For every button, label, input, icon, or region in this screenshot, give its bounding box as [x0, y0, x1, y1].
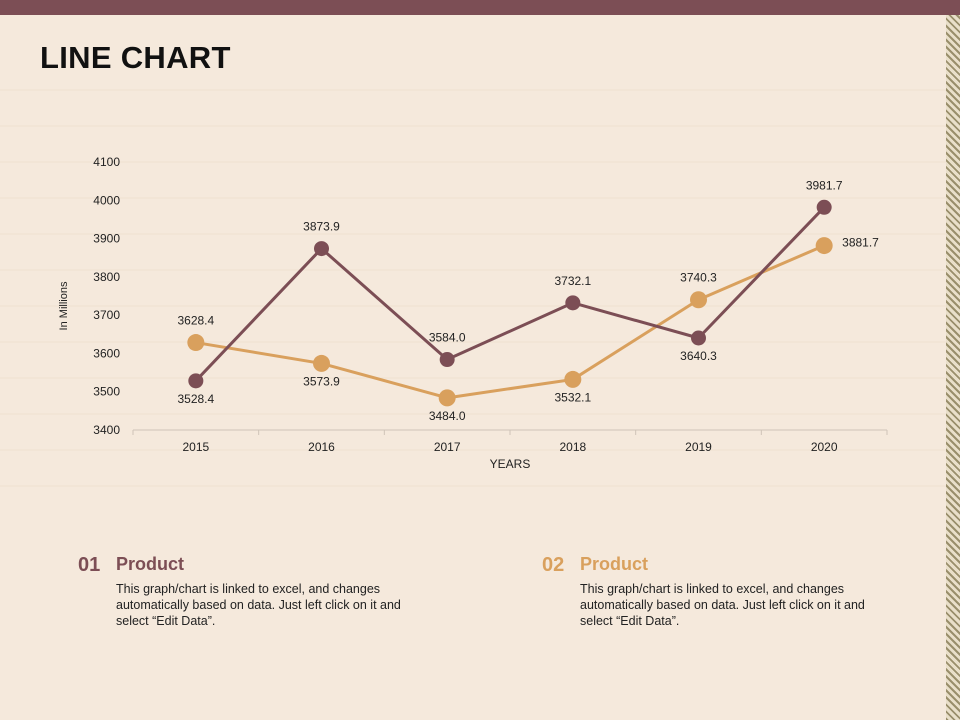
x-tick-label: 2016 [308, 440, 335, 454]
series-1-data-label: 3981.7 [806, 178, 843, 192]
y-tick-label: 3700 [93, 308, 120, 322]
series-2-data-label: 3532.1 [554, 390, 591, 404]
series-2-point [438, 389, 456, 407]
info-number: 01 [78, 554, 101, 576]
series-2-point [187, 334, 205, 352]
y-tick-label: 4000 [93, 193, 120, 207]
x-tick-label: 2017 [434, 440, 461, 454]
x-tick-label: 2018 [559, 440, 586, 454]
y-tick-label: 3600 [93, 346, 120, 360]
series-2-point [313, 354, 330, 372]
y-tick-label: 3900 [93, 232, 120, 246]
x-axis-title: YEARS [490, 457, 531, 471]
info-description: This graph/chart is linked to excel, and… [116, 582, 401, 628]
line-chart[interactable]: 3400 3500 3600 3700 3800 3900 4000 4100 2015 2016… [0, 0, 946, 520]
series-1-point [314, 241, 329, 257]
series-2-data-label: 3881.7 [842, 236, 879, 250]
series-1-point [691, 330, 706, 346]
series-2-point [564, 370, 582, 388]
series-2-data-label: 3628.4 [177, 314, 214, 328]
series-2-point [690, 291, 707, 309]
series-1-line [194, 206, 826, 382]
y-tick-label: 4100 [93, 155, 120, 169]
series-1-point [439, 352, 455, 368]
y-axis-title: In Millions [58, 281, 70, 330]
y-tick-label: 3500 [93, 385, 120, 399]
slide-title: LINE CHART [40, 40, 231, 75]
series-1-data-label: 3873.9 [303, 220, 340, 234]
info-title: Product [580, 554, 649, 574]
series-1-data-label: 3584.0 [429, 331, 466, 345]
info-title: Product [116, 554, 185, 574]
x-tick-label: 2015 [182, 440, 209, 454]
x-tick-label: 2020 [811, 440, 838, 454]
series-2-line [195, 244, 825, 400]
series-1-data-label: 3528.4 [177, 392, 214, 406]
series-1-data-label: 3732.1 [554, 274, 591, 288]
series-1-point [188, 373, 204, 389]
series-1-point [816, 199, 832, 215]
right-pattern-stripe [946, 15, 960, 720]
series-2-data-label: 3484.0 [429, 409, 466, 423]
series-1-data-label: 3640.3 [680, 349, 717, 363]
x-tick-label: 2019 [685, 440, 712, 454]
series-1-point [565, 295, 581, 311]
series-2-point [815, 237, 833, 255]
info-number: 02 [542, 554, 565, 576]
top-accent-bar [0, 0, 960, 15]
info-description: This graph/chart is linked to excel, and… [580, 582, 865, 628]
y-tick-label: 3400 [93, 423, 120, 437]
y-tick-label: 3800 [93, 270, 120, 284]
series-2-data-label: 3740.3 [680, 271, 717, 285]
series-2-data-label: 3573.9 [303, 374, 340, 388]
